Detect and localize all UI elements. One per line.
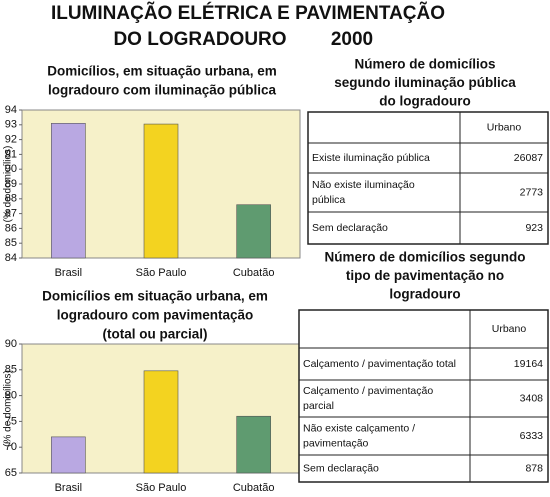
row-label: pavimentação [303,437,369,449]
chart-title: logradouro com pavimentação [57,308,254,323]
y-axis-label: (% de domicílios) [3,146,14,223]
row-label: Calçamento / pavimentação [303,385,433,397]
table-title: logradouro [389,287,460,302]
y-tick-label: 92 [5,134,17,146]
chart-title: logradouro com iluminação pública [48,83,277,98]
row-label: parcial [303,400,334,412]
y-tick-label: 80 [5,390,17,402]
page-title: ILUMINAÇÃO ELÉTRICA E PAVIMENTAÇÃO [51,2,445,24]
bar [51,123,86,259]
x-tick-label: São Paulo [136,267,187,279]
page-year: 2000 [331,29,373,50]
row-value: 6333 [520,430,544,442]
row-label: Sem declaração [312,222,388,234]
row-value: 923 [525,222,543,234]
row-value: 878 [525,462,543,474]
bar [236,415,271,474]
y-tick-label: 93 [5,119,17,131]
table-header: Urbano [492,323,527,335]
chart-title: Domicílios em situação urbana, em [42,289,268,304]
bar [51,436,86,474]
x-tick-label: São Paulo [136,482,187,494]
table-title: do logradouro [379,94,471,109]
y-tick-label: 85 [5,237,17,249]
chart-title: Domicílios, em situação urbana, em [47,64,277,79]
page-title: DO LOGRADOURO [113,29,286,50]
y-tick-label: 89 [5,178,17,190]
bar [236,204,271,259]
row-label: Não existe iluminação [312,179,415,191]
row-value: 19164 [514,358,543,370]
table-title: tipo de pavimentação no [346,268,504,283]
row-label: Existe iluminação pública [312,152,430,164]
table-frame [307,111,549,245]
row-value: 2773 [520,186,544,198]
y-tick-label: 91 [5,148,17,160]
row-label: Sem declaração [303,462,379,474]
row-value: 3408 [520,392,544,404]
y-axis-label: (% de domicílios) [3,370,14,447]
y-tick-label: 94 [5,104,17,116]
table-header: Urbano [487,121,522,133]
y-tick-label: 87 [5,208,17,220]
table-title: Número de domicílios [354,57,495,72]
y-tick-label: 90 [5,163,17,175]
x-tick-label: Brasil [55,267,83,279]
y-tick-label: 70 [5,441,17,453]
x-tick-label: Cubatão [233,267,275,279]
x-tick-label: Cubatão [233,482,275,494]
bar [143,123,179,259]
row-label: Não existe calçamento / [303,422,415,434]
row-label: Calçamento / pavimentação total [303,358,456,370]
table-title: segundo iluminação pública [334,75,516,90]
y-tick-label: 75 [5,415,17,427]
y-tick-label: 90 [5,338,17,350]
chart-title: (total ou parcial) [102,327,207,342]
y-tick-label: 88 [5,193,17,205]
bar [143,370,179,474]
table-frame [298,309,549,483]
y-tick-label: 84 [5,252,17,264]
y-tick-label: 86 [5,222,17,234]
y-tick-label: 85 [5,364,17,376]
row-value: 26087 [514,152,543,164]
row-label: pública [312,194,345,206]
y-tick-label: 65 [5,467,17,479]
table-title: Número de domicílios segundo [324,250,525,265]
x-tick-label: Brasil [55,482,83,494]
